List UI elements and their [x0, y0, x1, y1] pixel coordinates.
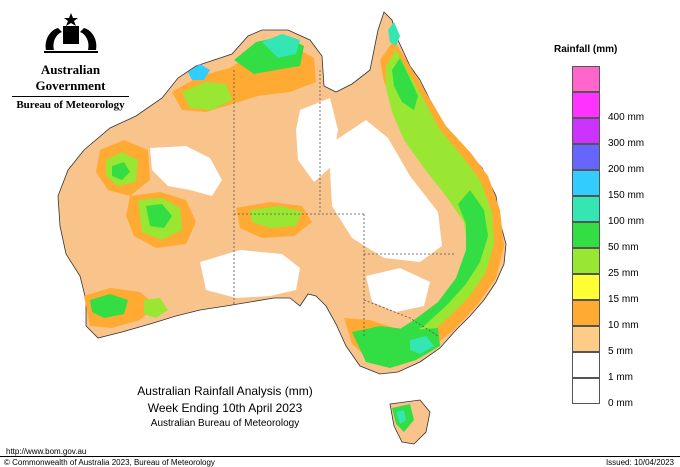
legend-label: 1 mm	[608, 372, 633, 383]
rain-zone-west-green	[146, 204, 172, 228]
caption-source: Australian Bureau of Meteorology	[150, 418, 300, 429]
legend-swatch	[572, 196, 600, 222]
legend-swatch	[572, 326, 600, 352]
issued-date: Issued: 10/04/2023	[605, 458, 674, 467]
rain-zone-sw-coast-lime	[144, 298, 168, 318]
legend-swatch	[572, 118, 600, 144]
rain-zone-victoria-green	[352, 326, 440, 368]
legend-label: 300 mm	[608, 138, 645, 149]
legend-swatch	[572, 352, 600, 378]
tasmania	[389, 399, 431, 445]
legend-swatch	[572, 248, 600, 274]
rain-zone-central-dry	[200, 250, 300, 298]
copyright-text: © Commonwealth of Australia 2023, Bureau…	[4, 458, 215, 467]
legend-swatch	[572, 222, 600, 248]
state-borders	[233, 70, 456, 337]
legend-swatch	[572, 92, 600, 118]
caption-period: Week Ending 10th April 2023	[147, 401, 303, 415]
legend-label: 15 mm	[608, 294, 639, 305]
footer-divider	[0, 456, 680, 457]
legend-swatch	[572, 300, 600, 326]
legend-swatch	[572, 66, 600, 92]
legend-label: 25 mm	[608, 268, 639, 279]
bureau-title: Bureau of Meteorology	[16, 99, 125, 111]
legend-swatch	[572, 144, 600, 170]
caption-title: Australian Rainfall Analysis (mm)	[137, 384, 313, 398]
legend-label: 50 mm	[608, 242, 639, 253]
mainland	[57, 11, 507, 375]
legend-label: 200 mm	[608, 164, 645, 175]
legend-title: Rainfall (mm)	[554, 44, 618, 55]
rain-zone-victoria-teal	[410, 336, 434, 354]
government-branding: Australian Government Bureau of Meteorol…	[8, 10, 133, 111]
map-caption: Australian Rainfall Analysis (mm) Week E…	[120, 384, 330, 429]
government-title: Australian Government	[35, 62, 106, 93]
rain-zone-central-lime	[250, 206, 302, 228]
rain-zone-east-coast-green	[392, 58, 488, 340]
nsw-vic-border	[363, 299, 439, 337]
coat-of-arms-icon	[43, 13, 98, 53]
tasmania-teal	[396, 410, 406, 424]
rain-zone-north-teal	[262, 34, 300, 58]
legend-label: 10 mm	[608, 320, 639, 331]
website-link[interactable]: http://www.bom.gov.au	[6, 447, 87, 456]
legend-swatch	[572, 378, 600, 404]
legend-label: 400 mm	[608, 112, 645, 123]
rain-zone-nt-dry	[296, 98, 338, 182]
rain-zone-kimberley-lime	[182, 82, 232, 110]
legend-label: 5 mm	[608, 346, 633, 357]
title-divider	[12, 96, 129, 97]
legend-swatch	[572, 274, 600, 300]
rain-zone-qld-dry	[330, 120, 442, 262]
rain-zone-cape-teal	[388, 22, 400, 46]
legend-label: 150 mm	[608, 190, 645, 201]
rain-zone-pilbara-green	[112, 162, 130, 180]
rain-zone-sa-dry	[366, 268, 430, 312]
legend-label: 100 mm	[608, 216, 645, 227]
rain-zone-kimberley-blue	[188, 64, 210, 80]
legend-label: 0 mm	[608, 398, 633, 409]
rain-zone-west-interior-dry	[150, 146, 222, 196]
legend-swatch	[572, 170, 600, 196]
rain-zone-sw-green	[90, 294, 128, 318]
